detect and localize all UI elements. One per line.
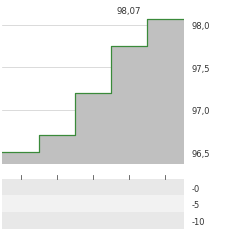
Bar (2, 179, 184, 196)
Bar (2, 196, 184, 212)
Bar (2, 212, 184, 229)
Text: 98,07: 98,07 (117, 7, 142, 16)
